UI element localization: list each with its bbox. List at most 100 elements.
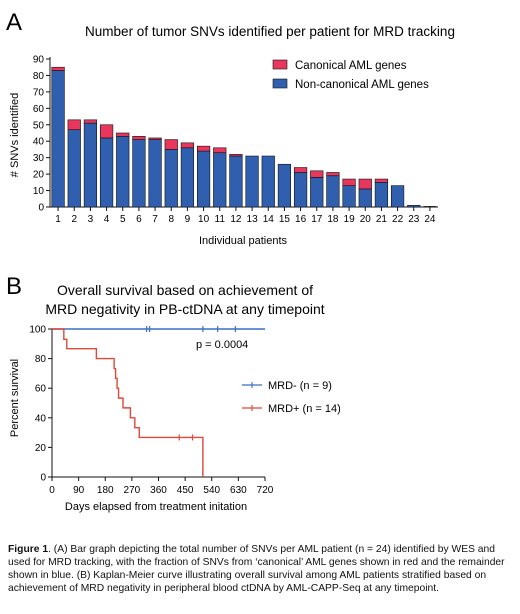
y-tick-label: 100 [29,325,46,336]
bar-noncanonical [180,147,195,208]
y-tick-label: 30 [33,153,45,164]
bar-canonical [229,154,243,157]
x-tick-label: 17 [311,214,323,225]
chart-a-bars [51,66,437,208]
panel-a: A Number of tumor SNVs identified per pa… [6,9,455,247]
caption-text: . (A) Bar graph depicting the total numb… [8,544,505,594]
bar-noncanonical [164,149,178,208]
x-tick-label: 90 [73,485,85,496]
legend-label-mrd-pos: MRD+ (n = 14) [268,403,341,415]
bar-canonical [67,119,81,131]
bar-canonical [213,147,227,154]
x-tick-label: 360 [150,485,167,496]
figure-canvas: A Number of tumor SNVs identified per pa… [6,9,455,513]
bar-noncanonical [261,155,275,208]
x-tick-label: 540 [203,485,220,496]
bar-noncanonical [293,172,308,208]
bar-noncanonical [277,163,292,208]
legend-label-noncanonical: Non-canonical AML genes [295,79,429,91]
bar-noncanonical [213,152,227,208]
bar-noncanonical [196,150,211,208]
bar-canonical [358,178,372,190]
bar-noncanonical [342,185,356,208]
chart-b-title-line2: MRD negativity in PB-ctDNA at any timepo… [45,301,324,317]
y-tick-label: 20 [33,170,45,181]
bar-canonical [326,172,340,177]
x-tick-label: 4 [104,214,110,225]
panel-b: B Overall survival based on achievement … [6,273,341,513]
x-tick-label: 3 [88,214,94,225]
chart-b-axes: 0 20 40 60 80 100 0 90 180 270 360 450 540 630 720 [29,325,273,497]
curve-mrd-positive [52,328,204,477]
bar-canonical [83,119,98,124]
bar-canonical [180,142,195,149]
x-tick-label: 630 [230,485,247,496]
y-tick-label: 70 [33,87,45,98]
legend-swatch-noncanonical [272,78,288,89]
x-tick-label: 11 [215,214,226,225]
chart-a-xlabel: Individual patients [199,235,288,247]
y-tick-label: 10 [33,186,45,197]
x-tick-label: 2 [71,214,77,225]
chart-b-xlabel: Days elapsed from treatment initation [65,501,247,513]
y-tick-label: 40 [35,413,47,424]
x-tick-label: 10 [198,214,210,225]
caption-label: Figure 1 [8,544,49,555]
bar-noncanonical [116,135,130,208]
bar-noncanonical [358,188,372,208]
y-tick-label: 0 [38,203,44,214]
x-tick-label: 21 [376,214,388,225]
chart-b-curves [52,326,265,477]
bar-noncanonical [245,155,259,208]
bar-noncanonical [67,129,81,208]
y-tick-label: 0 [40,473,46,484]
x-tick-label: 13 [247,214,259,225]
chart-b-title-line1: Overall survival based on achievement of [57,282,313,298]
x-tick-label: 180 [97,485,114,496]
x-tick-label: 270 [124,485,141,496]
x-tick-label: 22 [392,214,404,225]
bar-canonical [310,170,324,178]
bar-noncanonical [374,182,389,208]
x-tick-label: 18 [327,214,339,225]
y-tick-label: 60 [35,384,47,395]
x-tick-label: 14 [263,214,275,225]
x-tick-label: 8 [168,214,174,225]
bar-canonical [374,178,389,183]
chart-b-legend: MRD- (n = 9) MRD+ (n = 14) [242,380,341,415]
y-tick-label: 80 [33,71,45,82]
x-tick-label: 23 [408,214,420,225]
figure-caption: Figure 1. (A) Bar graph depicting the to… [8,543,514,595]
bar-noncanonical [229,155,243,208]
y-tick-label: 40 [33,137,45,148]
chart-b-pvalue: p = 0.0004 [196,339,248,351]
bar-noncanonical [407,205,421,208]
bar-noncanonical [326,175,340,208]
panel-label-b: B [6,273,22,300]
chart-b-ylabel: Percent survival [9,359,21,437]
y-tick-label: 60 [33,104,45,115]
bar-noncanonical [148,139,162,208]
x-tick-label: 20 [360,214,372,225]
bar-canonical [116,132,130,137]
y-tick-label: 90 [33,55,45,66]
x-tick-label: 9 [185,214,191,225]
bar-noncanonical [390,185,405,208]
bar-canonical [164,139,178,150]
x-tick-label: 7 [152,214,158,225]
bar-noncanonical [132,139,146,208]
x-tick-label: 450 [177,485,194,496]
bar-canonical [51,66,65,71]
bar-canonical [148,137,162,140]
bar-canonical [132,135,146,140]
x-tick-label: 0 [49,485,55,496]
bar-noncanonical [51,70,65,208]
bar-noncanonical [83,122,98,208]
x-tick-label: 24 [424,214,436,225]
y-tick-label: 80 [35,354,47,365]
bar-canonical [342,178,356,186]
x-tick-label: 6 [136,214,142,225]
bar-canonical [99,124,114,139]
legend-label-canonical: Canonical AML genes [295,60,407,72]
